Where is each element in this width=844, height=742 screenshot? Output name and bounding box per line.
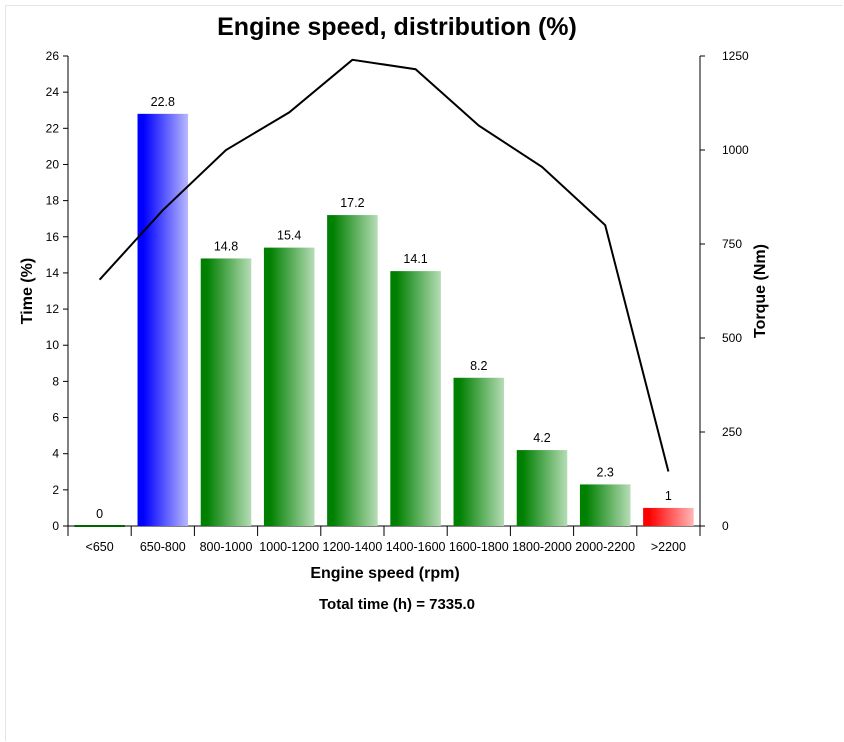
- data-label: 17.2: [340, 196, 364, 210]
- bar: [516, 450, 568, 526]
- total-time-footer: Total time (h) = 7335.0: [319, 596, 475, 613]
- right-tick-label: 1000: [722, 143, 749, 157]
- left-tick-label: 14: [46, 266, 60, 280]
- data-label: 22.8: [151, 95, 175, 109]
- left-tick-label: 16: [46, 230, 60, 244]
- data-label: 15.4: [277, 229, 301, 243]
- data-label: 1: [665, 489, 672, 503]
- right-y-axis: 0 250 500 750 1000 1250: [699, 49, 749, 533]
- y-axis-title: Time (%): [19, 258, 36, 324]
- left-tick-label: 4: [52, 447, 59, 461]
- x-category-label: >2200: [651, 540, 686, 554]
- left-tick-label: 0: [52, 519, 59, 533]
- data-label: 8.2: [470, 359, 487, 373]
- right-tick-label: 500: [722, 331, 742, 345]
- right-tick-label: 1250: [722, 49, 749, 63]
- x-category-label: 1800-2000: [512, 540, 572, 554]
- x-axis-title: Engine speed (rpm): [310, 565, 459, 582]
- left-tick-label: 18: [46, 194, 60, 208]
- left-tick-label: 26: [46, 49, 60, 63]
- bar: [200, 258, 252, 526]
- x-category-label: 1400-1600: [386, 540, 446, 554]
- y2-axis-title: Torque (Nm): [752, 244, 769, 338]
- left-tick-label: 10: [46, 338, 60, 352]
- left-tick-label: 6: [52, 411, 59, 425]
- data-label: 0: [96, 507, 103, 521]
- bar: [390, 271, 441, 526]
- x-category-label: 1000-1200: [259, 540, 319, 554]
- torque-line-group: [98, 58, 670, 472]
- left-tick-label: 12: [46, 302, 60, 316]
- x-category-label: <650: [86, 540, 114, 554]
- data-label: 4.2: [533, 431, 550, 445]
- left-tick-label: 2: [52, 483, 59, 497]
- x-category-label: 800-1000: [200, 540, 253, 554]
- data-label: 14.1: [403, 252, 427, 266]
- left-tick-label: 8: [52, 374, 59, 388]
- data-labels-group: 0 22.8 14.8 15.4 17.2 14.1 8.2 4.2 2.3 1: [96, 95, 672, 521]
- x-category-label: 2000-2200: [575, 540, 635, 554]
- left-tick-label: 20: [46, 157, 60, 171]
- x-category-label: 1200-1400: [323, 540, 383, 554]
- bar: [579, 484, 631, 526]
- chart-frame: [5, 5, 843, 741]
- bar: [643, 507, 694, 526]
- left-tick-label: 22: [46, 121, 60, 135]
- data-label: 2.3: [597, 465, 614, 479]
- right-tick-label: 750: [722, 237, 742, 251]
- x-category-label: 650-800: [140, 540, 186, 554]
- bars-group: [74, 113, 694, 527]
- chart-title: Engine speed, distribution (%): [217, 13, 577, 41]
- right-tick-label: 0: [722, 519, 729, 533]
- left-tick-label: 24: [46, 85, 60, 99]
- bar: [263, 247, 315, 526]
- bar: [453, 377, 505, 526]
- bar: [137, 113, 189, 526]
- bar: [327, 215, 378, 527]
- x-category-label: 1600-1800: [449, 540, 509, 554]
- right-tick-label: 250: [722, 425, 742, 439]
- torque-line: [98, 58, 670, 472]
- x-axis: <650 650-800 800-1000 1000-1200 1200-1400 140…: [67, 525, 701, 554]
- data-label: 14.8: [214, 239, 238, 253]
